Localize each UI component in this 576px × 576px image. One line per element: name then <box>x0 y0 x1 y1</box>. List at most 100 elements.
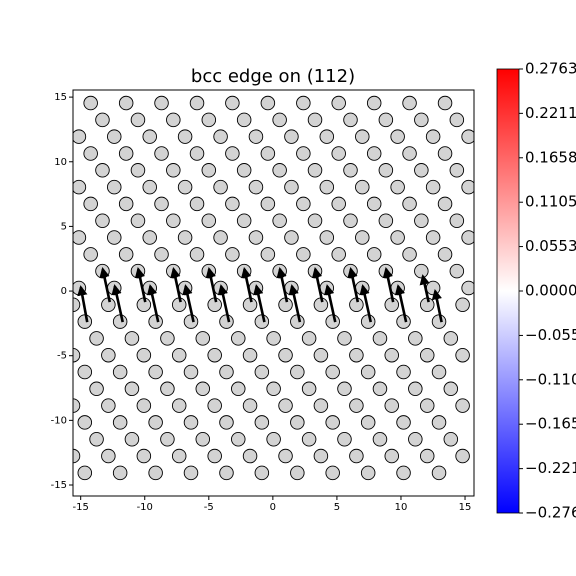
displacement-arrow <box>205 267 218 303</box>
atom <box>425 129 441 144</box>
x-tick-label: 5 <box>334 502 340 513</box>
atom <box>384 448 400 464</box>
atom <box>118 95 134 111</box>
atom <box>207 398 222 413</box>
atom <box>331 146 346 161</box>
atom <box>355 129 370 144</box>
atom <box>219 364 234 380</box>
atom <box>207 347 222 363</box>
atom <box>325 465 340 481</box>
atom <box>301 431 317 447</box>
colorbar-tick-label: 0.1105 <box>525 193 576 211</box>
atom <box>455 448 470 464</box>
atom <box>254 364 270 380</box>
atom <box>337 331 352 346</box>
atom <box>431 314 447 329</box>
displacement-arrow <box>359 284 373 323</box>
atom <box>414 263 429 279</box>
atom <box>396 314 411 329</box>
atom <box>171 347 187 363</box>
atom <box>225 146 240 161</box>
atom <box>130 112 146 128</box>
atom <box>461 179 474 195</box>
atom <box>396 465 411 481</box>
atom <box>107 230 122 245</box>
atom <box>449 112 465 128</box>
atom <box>396 364 411 380</box>
atom <box>319 179 335 195</box>
displacement-arrow <box>276 267 289 303</box>
atom <box>284 129 299 144</box>
y-tick-label: 0 <box>61 286 67 297</box>
atom <box>154 95 169 111</box>
atom <box>366 146 382 161</box>
atom <box>136 347 152 363</box>
atom <box>107 179 122 195</box>
y-tick-label: -15 <box>51 480 67 491</box>
colorbar <box>496 68 520 514</box>
atom <box>236 213 252 228</box>
atom <box>272 163 287 178</box>
atom <box>171 448 187 464</box>
atom <box>419 347 435 363</box>
atom <box>101 448 116 464</box>
atom <box>112 314 128 329</box>
atom <box>319 230 335 245</box>
atom <box>242 448 258 464</box>
atom <box>384 398 400 413</box>
displacement-arrow <box>253 284 266 323</box>
colorbar-tick-label: −0.110 <box>525 370 576 388</box>
x-tick-label: -10 <box>137 502 153 513</box>
atom <box>73 398 81 413</box>
atom <box>73 230 87 245</box>
atom <box>360 364 376 380</box>
atom <box>360 465 376 481</box>
atom <box>83 146 98 161</box>
atom <box>408 331 423 346</box>
atom <box>89 431 104 447</box>
atom <box>331 95 346 111</box>
atom <box>313 448 329 464</box>
atom <box>260 146 276 161</box>
atom <box>278 347 293 363</box>
atom <box>461 129 474 144</box>
atom <box>278 448 293 464</box>
atom <box>142 230 157 245</box>
atom <box>107 129 122 144</box>
atom <box>313 347 329 363</box>
atom <box>201 213 217 228</box>
atom <box>219 314 234 329</box>
atom <box>124 331 140 346</box>
atom <box>248 179 264 195</box>
atom <box>95 112 110 128</box>
x-tick-label: -5 <box>204 502 214 513</box>
atom <box>130 213 146 228</box>
atom <box>290 314 305 329</box>
atom <box>254 415 270 430</box>
atom <box>331 247 346 262</box>
atom <box>408 381 423 397</box>
atom <box>177 129 193 144</box>
colorbar-tick-label: −0.165 <box>525 415 576 433</box>
colorbar-tick-label: 0.0000 <box>525 282 576 300</box>
atom <box>77 314 93 329</box>
atom <box>189 146 205 161</box>
atom <box>219 465 234 481</box>
atom <box>378 163 394 178</box>
atom <box>337 431 352 447</box>
colorbar-tick-label: 0.1658 <box>525 148 576 166</box>
atom <box>266 431 281 447</box>
atom <box>260 247 276 262</box>
atom <box>124 431 140 447</box>
atom <box>325 314 340 329</box>
colorbar-tick-label: 0.0553 <box>525 237 576 255</box>
atom <box>148 415 163 430</box>
atom <box>231 431 246 447</box>
chart-title: bcc edge on (112) <box>191 66 355 87</box>
atom <box>455 398 470 413</box>
atom <box>425 230 441 245</box>
atom <box>225 196 240 212</box>
atom <box>201 112 217 128</box>
atom <box>414 112 429 128</box>
